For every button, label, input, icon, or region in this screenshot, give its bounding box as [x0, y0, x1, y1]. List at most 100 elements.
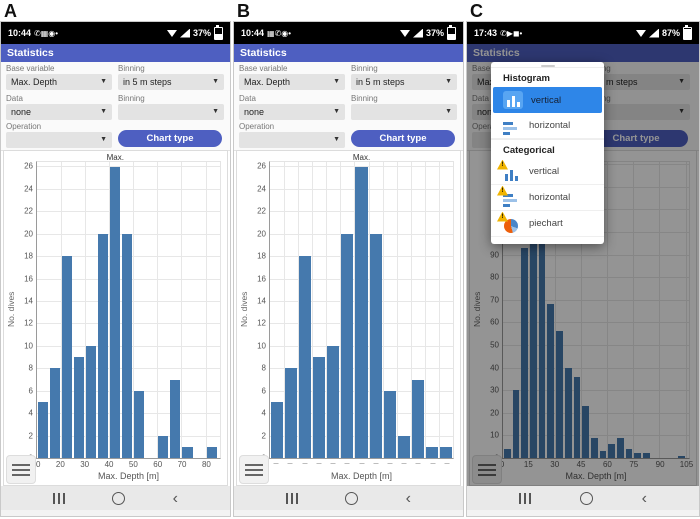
binning-dropdown[interactable]: in 5 m steps ▼ [584, 74, 690, 90]
cell-signal-icon [179, 28, 190, 38]
bar-shape [503, 121, 513, 125]
gridline-horizontal [503, 435, 689, 437]
max-annotation: Max. [352, 153, 371, 162]
dropdown-value: Max. Depth [11, 77, 58, 87]
base-variable-dropdown[interactable]: Max. Depth ▼ [239, 74, 345, 90]
chart-type-button[interactable]: Chart type [118, 130, 222, 147]
x-tick-label: 10 [31, 460, 41, 469]
status-left: 17:43 ✆▶◼• [474, 28, 522, 38]
statistics-form: Base variable Max. Depth ▼ Binning in 5 … [1, 62, 230, 151]
android-navbar: ‹ [234, 486, 463, 510]
x-tick-label: 60 [153, 460, 163, 469]
battery-percent: 87% [661, 28, 680, 38]
youtube-icon: ▶ [506, 29, 513, 38]
popup-item-label: vertical [531, 94, 562, 106]
recents-button[interactable] [286, 492, 298, 504]
gridline-horizontal [503, 277, 689, 279]
recents-button[interactable] [519, 492, 531, 504]
gridline-horizontal [503, 367, 689, 369]
gridline-vertical [685, 162, 687, 458]
gridline-vertical [157, 162, 159, 458]
y-tick-label: 4 [28, 408, 33, 418]
gallery-icon: ▦ [267, 29, 275, 38]
back-icon[interactable]: ‹ [172, 489, 178, 507]
y-tick-label: 12 [257, 318, 266, 328]
gridline-vertical [633, 162, 635, 458]
popup-item-horizontal[interactable]: horizontal [491, 113, 604, 139]
popup-item-horizontal[interactable]: horizontal [491, 185, 604, 211]
y-tick-label: 2 [28, 431, 33, 441]
y-tick-label: 24 [24, 184, 33, 194]
notification-dot-icon: • [519, 29, 523, 38]
binning-dropdown[interactable]: in 5 m steps ▼ [351, 74, 457, 90]
histogram-bar [643, 453, 650, 458]
histogram-bar [411, 379, 424, 458]
data-dropdown[interactable]: none ▼ [239, 104, 345, 120]
operation-dropdown[interactable]: ▼ [239, 132, 345, 148]
x-tick-dash [430, 463, 436, 464]
menu-button[interactable] [6, 455, 36, 484]
chart-card: No. dives 02468101214161820222426Max. 10… [3, 150, 228, 486]
x-tick-label: 30 [550, 460, 560, 469]
y-tick-label: 14 [257, 296, 266, 306]
wifi-icon [166, 29, 177, 37]
back-icon[interactable]: ‹ [405, 489, 411, 507]
panel-label: B [237, 1, 250, 21]
home-button[interactable] [345, 491, 359, 505]
bar-shape [503, 198, 517, 202]
x-tick-label: 50 [128, 460, 138, 469]
battery-percent: 37% [425, 28, 444, 38]
back-icon[interactable]: ‹ [641, 489, 647, 507]
y-tick-label: 8 [28, 363, 33, 373]
gridline-vertical [298, 162, 300, 458]
plot-area: 0102030405060708090 [490, 161, 690, 463]
x-tick-dash [415, 463, 421, 464]
gridline-horizontal [37, 211, 220, 213]
histogram-bar [38, 401, 49, 458]
home-button[interactable] [112, 491, 126, 505]
home-button[interactable] [579, 491, 593, 505]
categorical-vertical-warning-icon [497, 159, 521, 181]
histogram-bar [271, 401, 284, 458]
operation-dropdown[interactable]: ▼ [6, 132, 112, 148]
whatsapp-icon: ✆ [500, 29, 507, 38]
y-tick-label: 60 [490, 317, 499, 327]
gridline-vertical [312, 162, 314, 458]
menu-button[interactable] [472, 455, 502, 484]
x-tick-label: 70 [177, 460, 187, 469]
x-tick-dash [302, 463, 308, 464]
battery-fill [215, 34, 222, 39]
binning2-dropdown[interactable]: ▼ [351, 104, 457, 120]
cell-signal-icon [412, 28, 423, 38]
data-dropdown[interactable]: none ▼ [6, 104, 112, 120]
chart-type-button[interactable]: Chart type [584, 130, 688, 147]
gridline-vertical [354, 162, 356, 458]
field-label: Binning [118, 64, 145, 73]
chart-type-button[interactable]: Chart type [351, 130, 455, 147]
binning-field: Binning in 5 m steps ▼ [351, 64, 457, 90]
histogram-bar [369, 233, 382, 458]
dropdown-value: none [11, 107, 32, 117]
menu-button[interactable] [239, 455, 269, 484]
field-label: Binning [351, 94, 378, 103]
popup-item-vertical[interactable]: vertical [493, 87, 602, 113]
popup-item-piechart[interactable]: piechart [491, 211, 604, 237]
max-annotation: Max. [106, 153, 124, 162]
y-tick-label: 18 [24, 251, 33, 261]
histogram-bar [556, 331, 563, 458]
gridline-vertical [607, 162, 609, 458]
binning-dropdown[interactable]: in 5 m steps ▼ [118, 74, 224, 90]
status-left: 10:44 ▦✆◉• [241, 28, 291, 38]
notification-icons: ✆▦◉• [34, 28, 58, 38]
bar-shape [511, 96, 515, 107]
binning2-dropdown[interactable]: ▼ [584, 104, 690, 120]
recents-button[interactable] [53, 492, 65, 504]
x-tick-dash [273, 463, 279, 464]
popup-item-vertical[interactable]: vertical [491, 159, 604, 185]
binning2-dropdown[interactable]: ▼ [118, 104, 224, 120]
gridline-vertical [438, 162, 440, 458]
base-variable-dropdown[interactable]: Max. Depth ▼ [6, 74, 112, 90]
x-axis-ticks: 10 20 30 40 50 60 70 80 [32, 459, 221, 470]
histogram-bar [62, 256, 73, 458]
